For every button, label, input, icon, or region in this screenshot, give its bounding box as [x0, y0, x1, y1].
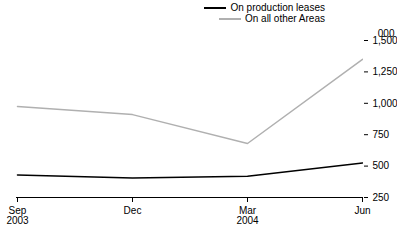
svg-text:Jun: Jun: [354, 205, 370, 216]
svg-text:750: 750: [373, 129, 390, 140]
svg-text:Sep2003: Sep2003: [6, 205, 29, 226]
html-text:On production leases: On production leases: [230, 2, 325, 13]
svg-text:Dec: Dec: [124, 205, 142, 216]
svg-text:250: 250: [373, 192, 390, 203]
svg-text:500: 500: [373, 160, 390, 171]
svg-text:Mar2004: Mar2004: [236, 205, 259, 226]
html-text:On all other Areas: On all other Areas: [245, 13, 325, 24]
svg-text:1,250: 1,250: [373, 66, 397, 77]
svg-text:1,000: 1,000: [373, 98, 397, 109]
svg-text:000: 000: [378, 28, 395, 39]
